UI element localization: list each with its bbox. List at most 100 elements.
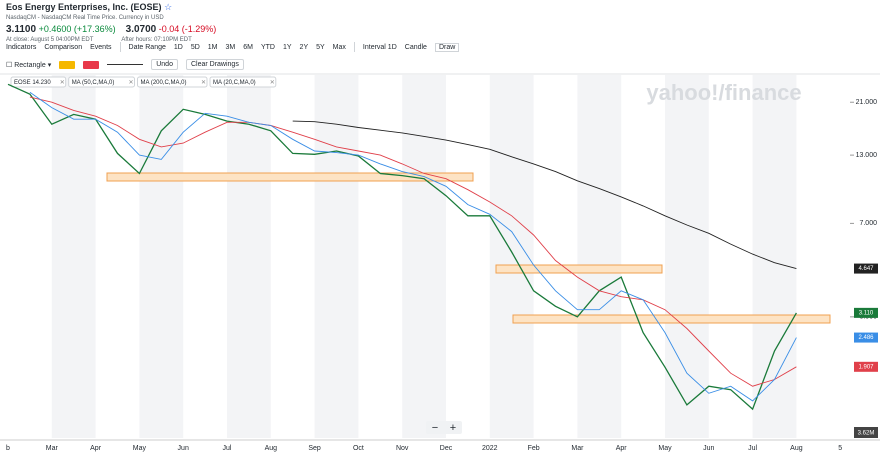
legend-chip-close: ✕ <box>270 80 275 86</box>
zoom-in[interactable]: + <box>450 422 456 434</box>
line-style[interactable] <box>107 64 144 65</box>
series-line <box>29 96 797 387</box>
series-line <box>7 83 797 411</box>
rectangle-label: Rectangle <box>14 61 46 69</box>
x-tick-label: Jun <box>178 445 189 452</box>
range-button[interactable]: 2Y <box>299 43 309 51</box>
x-tick-label: Oct <box>353 445 364 452</box>
y-tick-label: 13.000 <box>856 152 878 159</box>
separator <box>353 42 355 52</box>
after-change: -0.04 <box>158 24 180 34</box>
x-tick-label: Sep <box>308 445 321 452</box>
month-band <box>314 75 359 438</box>
x-tick-label: Jul <box>748 445 757 452</box>
y-tick-label: 21.000 <box>856 99 878 106</box>
range-button[interactable]: 1D <box>173 43 183 51</box>
series-line <box>29 91 797 402</box>
month-band <box>227 75 271 438</box>
price: 3.1100 <box>6 24 37 35</box>
zoom-box <box>426 421 462 434</box>
close-time: At close: August 5 04:00PM EDT <box>6 37 94 43</box>
x-tick-label: b <box>6 445 10 452</box>
change: +0.4600 <box>38 24 72 34</box>
quote-header: Eos Energy Enterprises, Inc. (EOSE) ☆ Na… <box>6 2 216 46</box>
watch-star[interactable]: ☆ <box>164 2 173 12</box>
legend-chip-close: ✕ <box>60 80 65 86</box>
drawn-rectangle[interactable] <box>495 264 663 274</box>
toolbar: Indicators Comparison Events Date Range 1D 5D… <box>6 42 460 52</box>
range-button[interactable]: 6M <box>243 43 253 51</box>
month-band <box>51 75 96 438</box>
interval-button[interactable]: Interval 1D <box>362 43 397 51</box>
after-price: 3.0700 <box>125 24 157 35</box>
x-tick-label: 5 <box>838 445 842 452</box>
x-tick-label: Apr <box>616 445 628 452</box>
range-button[interactable]: 5D <box>190 43 200 51</box>
volume-tag <box>854 427 878 438</box>
price-tag-label: 2.486 <box>858 335 874 341</box>
price-tag-label: 4.647 <box>858 266 874 272</box>
rectangle-tool[interactable]: ☐ Rectangle ▾ <box>6 61 52 69</box>
subtitle: NasdaqCM - NasdaqCM Real Time Price. Cur… <box>6 15 164 21</box>
drawn-rectangle[interactable] <box>106 172 474 182</box>
range-button[interactable]: 1Y <box>282 43 292 51</box>
x-tick-label: Jun <box>703 445 714 452</box>
draw-button[interactable]: Draw <box>434 42 460 52</box>
x-tick-label: Dec <box>440 445 453 452</box>
legend-chip-close: ✕ <box>201 80 206 86</box>
x-tick-label: 2022 <box>482 445 498 452</box>
range-button[interactable]: 1M <box>207 43 218 51</box>
series-line <box>292 120 797 270</box>
volume-label: 3.62M <box>858 431 875 437</box>
legend-chip[interactable] <box>137 76 208 88</box>
clear-button[interactable]: Clear Drawings <box>185 59 244 70</box>
undo-button[interactable]: Undo <box>151 59 178 70</box>
x-tick-label: Feb <box>528 445 540 452</box>
toolbar-button[interactable]: Indicators <box>6 43 37 51</box>
change-pct: (+17.36%) <box>73 24 116 34</box>
date-range-button[interactable]: Date Range <box>128 43 166 51</box>
chart-style-button[interactable]: Candle <box>404 43 427 51</box>
legend-chip[interactable] <box>10 76 67 88</box>
month-band <box>577 75 622 438</box>
range-button[interactable]: 3M <box>225 43 236 51</box>
legend-chip[interactable] <box>209 76 277 88</box>
month-band <box>489 75 534 438</box>
x-tick-label: Aug <box>265 445 278 452</box>
x-tick-label: Mar <box>571 445 584 452</box>
toolbar-button[interactable]: Comparison <box>44 43 83 51</box>
x-tick-label: Nov <box>396 445 409 452</box>
after-pct: (-1.29%) <box>181 24 217 34</box>
legend-chip-close: ✕ <box>129 80 134 86</box>
range-button[interactable]: Max <box>332 43 346 51</box>
title: Eos Energy Enterprises, Inc. (EOSE) <box>6 2 162 12</box>
zoom-out[interactable]: − <box>432 422 438 434</box>
price-tag <box>854 263 878 274</box>
range-button[interactable]: YTD <box>260 43 275 51</box>
x-tick-label: Apr <box>90 445 102 452</box>
toolbar-button[interactable]: Events <box>90 43 112 51</box>
legend-chip-label: MA (50,C,MA,0) <box>72 80 115 86</box>
x-tick-label: Mar <box>46 445 59 452</box>
price-tag <box>854 361 878 372</box>
line-color[interactable] <box>83 60 100 69</box>
legend-chip-label: EOSE 14.230 <box>14 80 51 86</box>
price-tag <box>854 332 878 343</box>
watermark: yahoo!/finance <box>646 80 801 105</box>
month-band <box>402 75 446 438</box>
legend-chip[interactable] <box>68 76 135 88</box>
drawbar: ☐ Rectangle ▾ Undo Clear Drawings <box>6 59 244 70</box>
fill-color[interactable] <box>59 60 76 69</box>
range-button[interactable]: 5Y <box>316 43 325 51</box>
after-time: After hours: 07:10PM EDT <box>121 37 192 43</box>
price-tag-label: 1.907 <box>858 364 874 370</box>
month-band <box>665 75 709 438</box>
legend-chip-label: MA (200,C,MA,0) <box>141 80 187 86</box>
price-tag-label: 3.110 <box>859 310 874 316</box>
separator <box>119 42 121 52</box>
drawn-rectangle[interactable] <box>512 314 831 324</box>
x-tick-label: Aug <box>790 445 803 452</box>
price-tag <box>854 307 878 318</box>
